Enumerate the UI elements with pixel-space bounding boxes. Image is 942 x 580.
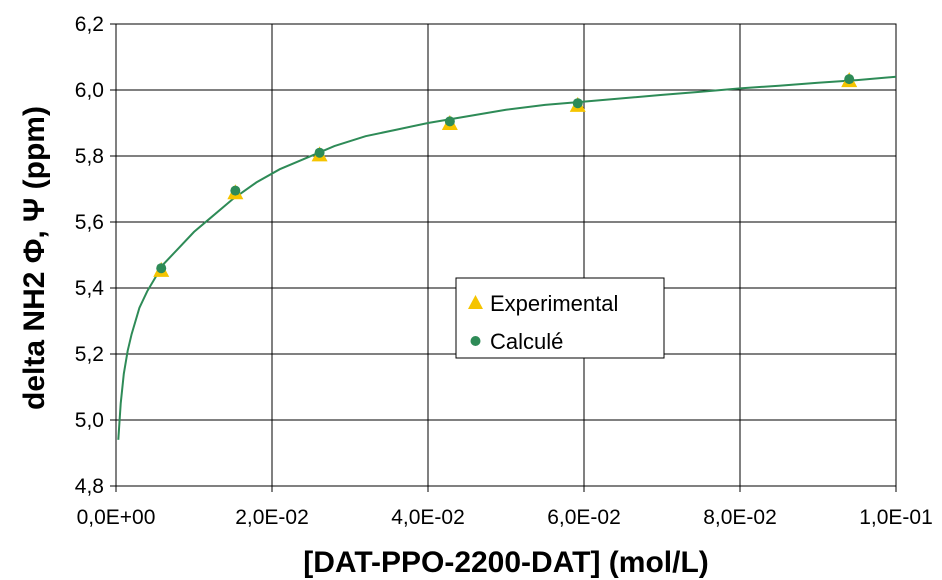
legend: Experimental Calculé [455,277,665,359]
y-axis-title: delta NH2 Φ, Ψ (ppm) [18,106,51,410]
y-tick-label: 5,4 [75,277,105,300]
y-tick-label: 6,2 [75,13,104,36]
tick-labels: 0,0E+00 2,0E-02 4,0E-02 6,0E-02 8,0E-02 1,0E-… [75,13,933,529]
x-axis-title: [DAT-PPO-2200-DAT] (mol/L) [303,546,709,579]
calcule-point [572,98,583,109]
x-tick-label: 1,0E-01 [859,506,933,529]
calcule-point [314,147,325,158]
legend-circle-icon [470,336,481,346]
calcule-point [230,185,241,196]
y-tick-label: 5,2 [75,343,104,366]
y-tick-label: 6,0 [75,79,104,102]
calcule-point [156,263,167,274]
y-tick-label: 4,8 [75,475,104,498]
x-tick-label: 4,0E-02 [391,506,465,529]
y-tick-label: 5,6 [75,211,104,234]
grid [110,23,897,492]
plot-area [117,72,897,440]
x-tick-label: 8,0E-02 [703,506,777,529]
x-tick-label: 6,0E-02 [547,506,621,529]
legend-label-experimental: Experimental [490,291,618,316]
legend-triangle-icon [468,295,483,309]
calcule-point [844,74,855,85]
calcule-point [444,116,455,127]
legend-label-calcule: Calculé [490,329,563,354]
y-tick-label: 5,8 [75,145,104,168]
plot-frame [115,23,897,487]
x-tick-label: 2,0E-02 [235,506,309,529]
y-tick-label: 5,0 [75,409,104,432]
x-tick-label: 0,0E+00 [77,506,156,529]
